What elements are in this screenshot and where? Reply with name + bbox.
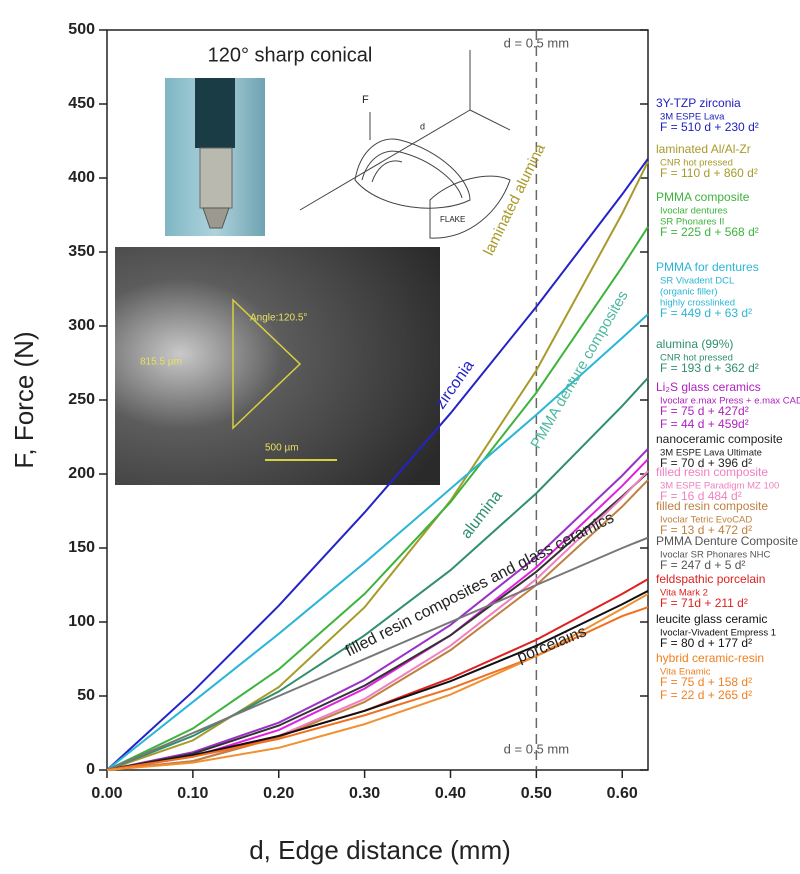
legend-text: filled resin composite [656, 465, 768, 479]
series-line [106, 161, 649, 771]
legend-text: F = 110 d + 860 d² [660, 166, 758, 180]
legend-text: Ivoclar dentures [660, 206, 728, 217]
legend-text: F = 225 d + 568 d² [660, 225, 759, 239]
legend-text: CNR hot pressed [660, 353, 733, 364]
legend-text: (organic filler) [660, 287, 718, 298]
y-tick-label: 250 [68, 391, 95, 408]
legend-text: leucite glass ceramic [656, 612, 767, 626]
legend-text: Ivoclar-Vivadent Empress 1 [660, 628, 776, 639]
legend-text: SR Phonares II [660, 217, 724, 228]
series-line [106, 536, 649, 771]
legend-text: F = 71d + 211 d² [660, 596, 748, 610]
y-tick-label: 100 [68, 613, 95, 630]
legend-text: F = 13 d + 472 d² [660, 523, 752, 537]
legend-text: F = 16 d 484 d² [660, 489, 742, 503]
legend-text: F = 70 d + 396 d² [660, 456, 752, 470]
inset-text: 815.5 µm [140, 357, 182, 368]
x-tick-label: 0.00 [91, 785, 122, 802]
x-axis-label: d, Edge distance (mm) [249, 835, 511, 865]
y-tick-label: 500 [68, 21, 95, 38]
series-line [106, 458, 649, 771]
legend-text: CNR hot pressed [660, 158, 733, 169]
legend-text: SR Vivadent DCL [660, 276, 734, 287]
y-tick-label: 0 [86, 761, 95, 778]
legend-text: F = 44 d + 459d² [660, 417, 749, 431]
legend-text: nanoceramic composite [656, 432, 783, 446]
legend-text: PMMA composite [656, 190, 750, 204]
y-tick-label: 300 [68, 317, 95, 334]
legend-text: highly crosslinked [660, 298, 735, 309]
legend-text: hybrid ceramic-resin [656, 651, 764, 665]
curve-label: alumina [458, 487, 506, 542]
legend-text: F = 80 d + 177 d² [660, 636, 752, 650]
y-tick-label: 400 [68, 169, 95, 186]
legend-text: F = 193 d + 362 d² [660, 361, 759, 375]
legend-text: Ivoclar SR Phonares NHC [660, 550, 770, 561]
y-tick-label: 450 [68, 95, 95, 112]
legend-text: 3M ESPE Lava Ultimate [660, 448, 762, 459]
legend-text: Ivoclar Tetric EvoCAD [660, 515, 752, 526]
indenter-photo [165, 78, 265, 236]
inset-text: FLAKE [440, 215, 465, 224]
microscope-image [115, 247, 440, 485]
series-line [106, 479, 649, 771]
sketch [299, 50, 511, 239]
y-axis-label: F, Force (N) [9, 331, 39, 468]
legend-text: filled resin composite [656, 499, 768, 513]
legend-text: F = 75 d + 158 d² [660, 675, 752, 689]
series-line [106, 226, 649, 771]
y-tick-label: 200 [68, 465, 95, 482]
legend-text: Ivoclar e.max Press + e.max CAD [660, 396, 800, 407]
inset-text: 500 µm [265, 443, 299, 454]
legend-text: F = 449 d + 63 d² [660, 306, 752, 320]
legend-text: Li₂S glass ceramics [656, 380, 761, 394]
x-tick-label: 0.40 [435, 785, 466, 802]
inset-text: F [362, 94, 369, 106]
x-tick-label: 0.60 [607, 785, 638, 802]
legend-text: 3M ESPE Paradigm MZ 100 [660, 481, 779, 492]
legend-text: PMMA Denture Composite [656, 534, 798, 548]
x-tick-label: 0.10 [177, 785, 208, 802]
series-line [106, 590, 649, 771]
legend-text: F = 75 d + 427d² [660, 404, 749, 418]
legend-text: F = 247 d + 5 d² [660, 558, 745, 572]
curve-label: laminated alumina [480, 141, 549, 258]
series-line [106, 448, 649, 771]
x-tick-label: 0.30 [349, 785, 380, 802]
curve-label: PMMA denture composites [527, 288, 631, 452]
reference-label: d = 0.5 mm [504, 741, 569, 756]
legend-text: F = 510 d + 230 d² [660, 120, 759, 134]
y-tick-label: 350 [68, 243, 95, 260]
series-line [106, 158, 649, 771]
y-tick-label: 150 [68, 539, 95, 556]
inset-text: Angle:120.5° [250, 313, 307, 324]
legend-text: F = 22 d + 265 d² [660, 688, 752, 702]
legend-text: feldspathic porcelain [656, 572, 765, 586]
inset-title: 120° sharp conical [208, 44, 373, 66]
legend-text: Vita Enamic [660, 667, 711, 678]
series-line [106, 313, 649, 771]
x-tick-label: 0.50 [521, 785, 552, 802]
legend-text: laminated Al/Al-Zr [656, 142, 751, 156]
reference-label: d = 0.5 mm [504, 35, 569, 50]
legend-text: 3M ESPE Lava [660, 112, 725, 123]
legend-text: alumina (99%) [656, 337, 733, 351]
series-line [106, 593, 649, 771]
inset-text: d [420, 121, 425, 131]
legend-text: Vita Mark 2 [660, 588, 708, 599]
series-line [106, 377, 649, 771]
legend-text: PMMA for dentures [656, 260, 759, 274]
y-tick-label: 50 [77, 687, 95, 704]
legend-text: 3Y-TZP zirconia [656, 96, 741, 110]
series-line [106, 606, 649, 771]
x-tick-label: 0.20 [263, 785, 294, 802]
series-line [106, 470, 649, 771]
series-line [106, 471, 649, 771]
